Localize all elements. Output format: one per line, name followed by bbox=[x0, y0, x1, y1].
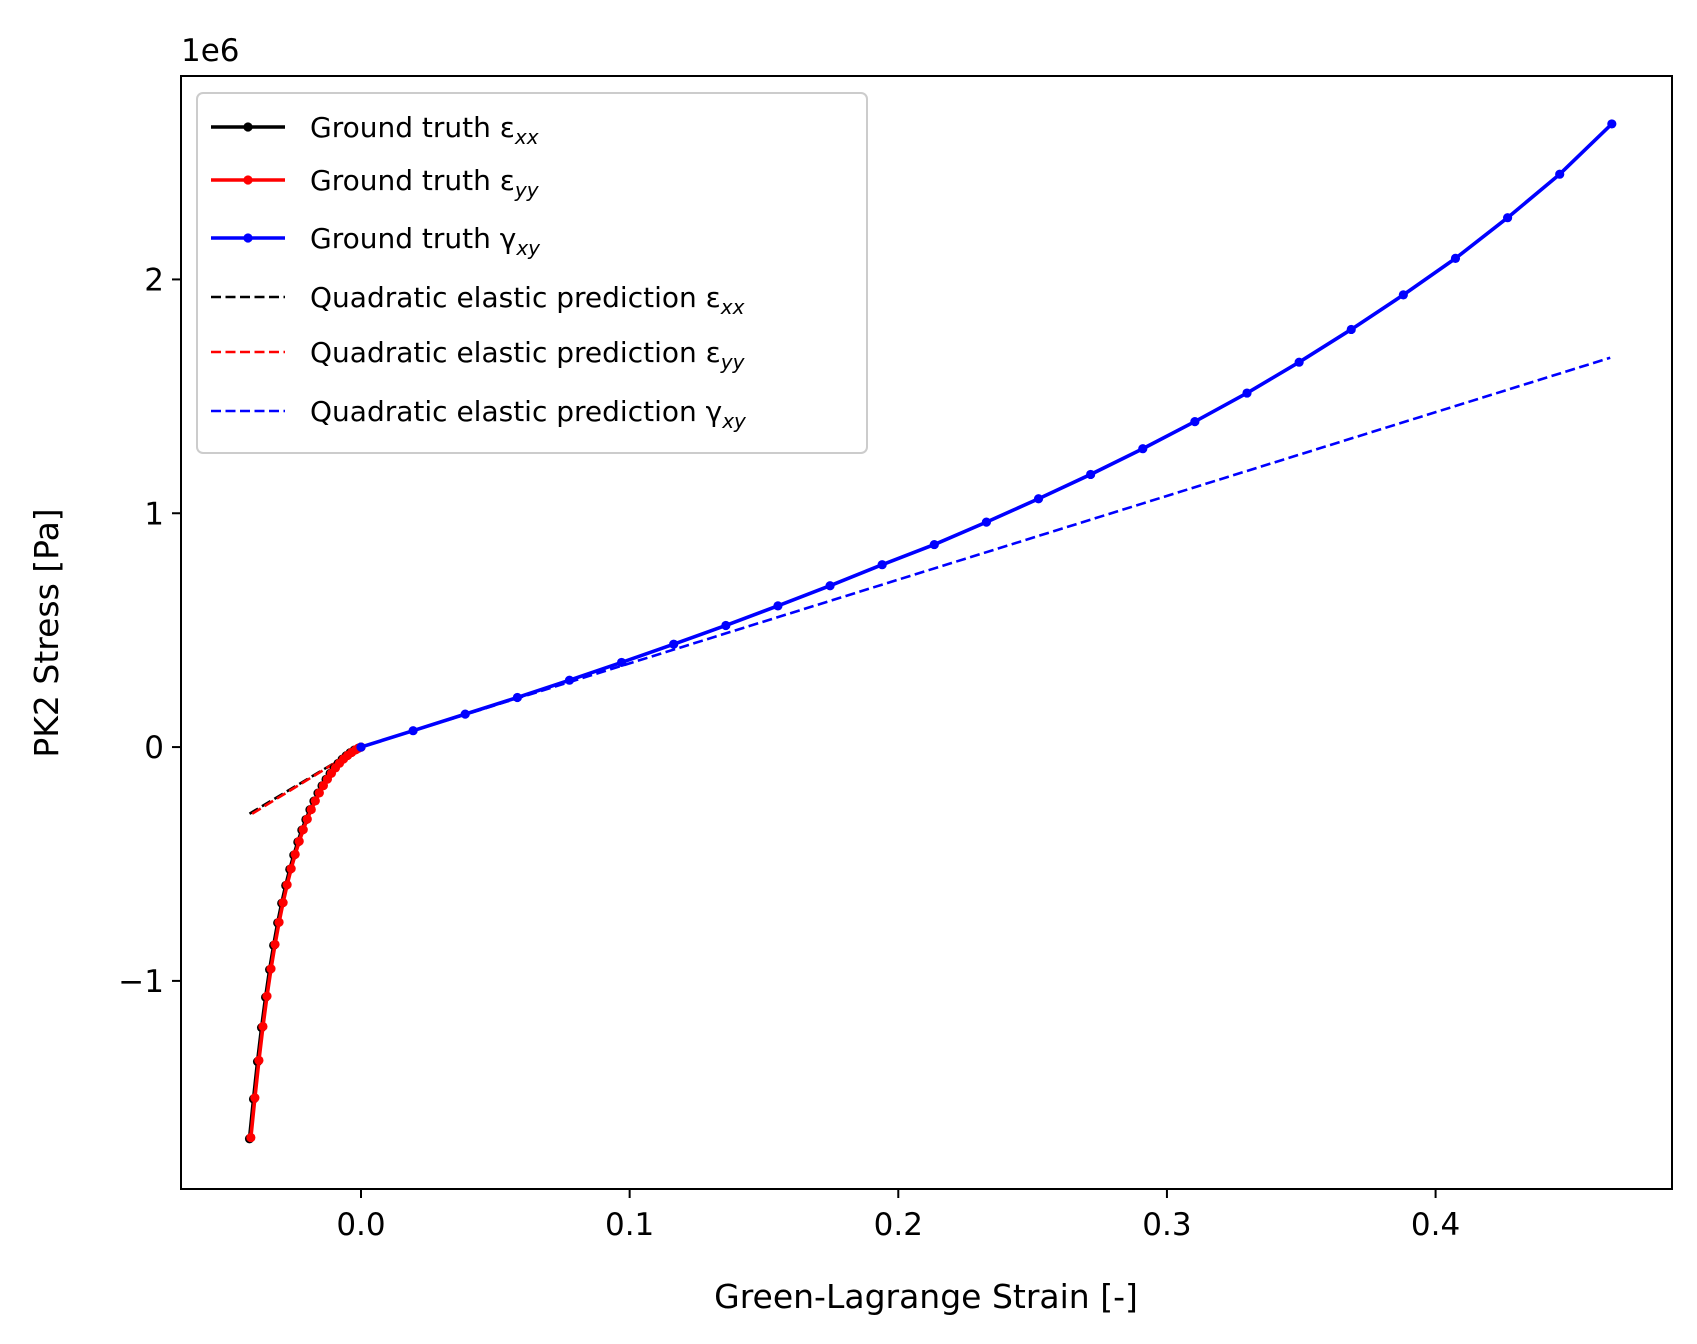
data-point-xy-20 bbox=[1398, 290, 1408, 300]
legend-marker bbox=[243, 175, 253, 185]
data-point-xy-11 bbox=[929, 539, 939, 550]
data-point-yy-5 bbox=[266, 964, 276, 974]
y-axis-label: PK2 Stress [Pa] bbox=[27, 508, 66, 757]
legend-marker bbox=[243, 233, 253, 243]
data-point-xy-23 bbox=[1555, 169, 1565, 179]
plot-frame bbox=[180, 75, 1673, 1190]
x-tick-label: 0.4 bbox=[1411, 1207, 1460, 1243]
data-point-xy-1 bbox=[408, 726, 418, 736]
series-yy-ground-truth bbox=[246, 742, 366, 1143]
y-offset-text: 1e6 bbox=[181, 33, 240, 69]
x-tick-label: 0.2 bbox=[874, 1207, 923, 1243]
data-point-xy-17 bbox=[1242, 388, 1252, 398]
y-tick-label: 2 bbox=[144, 262, 164, 298]
legend-label: Quadratic elastic prediction γxy bbox=[310, 395, 747, 433]
data-point-yy-2 bbox=[254, 1055, 264, 1065]
data-point-xy-21 bbox=[1450, 253, 1461, 263]
legend-label: Quadratic elastic prediction εyy bbox=[310, 336, 746, 374]
legend-entry-yy-ground-truth: Ground truth εyy bbox=[211, 164, 540, 202]
data-point-yy-15 bbox=[306, 804, 316, 815]
x-axis-label: Green-Lagrange Strain [-] bbox=[714, 1277, 1138, 1316]
y-tick-label: −1 bbox=[118, 964, 164, 1000]
x-tick-label: 0.3 bbox=[1142, 1207, 1191, 1243]
data-point-xy-7 bbox=[721, 620, 731, 631]
data-point-yy-1 bbox=[250, 1093, 260, 1103]
data-point-xy-15 bbox=[1138, 444, 1148, 454]
x-tick-label: 0.0 bbox=[336, 1207, 385, 1243]
legend-label: Ground truth γxy bbox=[310, 222, 541, 260]
data-point-xy-16 bbox=[1190, 416, 1200, 427]
data-point-xy-3 bbox=[512, 692, 522, 703]
data-point-xy-6 bbox=[669, 639, 679, 649]
data-point-yy-6 bbox=[270, 939, 280, 950]
y-tick-label: 1 bbox=[144, 496, 164, 532]
legend-entry-xx-ground-truth: Ground truth εxx bbox=[211, 111, 539, 149]
legend-box bbox=[196, 92, 868, 454]
data-point-xy-13 bbox=[1033, 494, 1044, 504]
data-point-yy-9 bbox=[282, 880, 292, 890]
legend-label: Ground truth εyy bbox=[310, 164, 540, 202]
x-tick-label: 0.1 bbox=[605, 1207, 654, 1243]
data-point-xy-2 bbox=[460, 709, 470, 719]
data-point-xy-4 bbox=[564, 675, 575, 685]
data-point-xy-18 bbox=[1294, 357, 1304, 367]
legend-label: Ground truth εxx bbox=[310, 111, 539, 149]
data-point-yy-17 bbox=[314, 788, 324, 798]
data-point-yy-14 bbox=[302, 814, 312, 824]
legend: Ground truth εxx Ground truth εyy Ground t… bbox=[196, 92, 868, 454]
legend-entry-yy-prediction: Quadratic elastic prediction εyy bbox=[211, 336, 746, 374]
y-axis-ticks: −1 0 1 2 bbox=[118, 262, 181, 1000]
data-point-xy-9 bbox=[825, 581, 835, 591]
x-axis-ticks: 0.0 0.1 0.2 0.3 0.4 bbox=[336, 1189, 1460, 1243]
data-point-xy-24 bbox=[1607, 119, 1617, 129]
data-point-yy-8 bbox=[278, 897, 288, 908]
data-point-xy-22 bbox=[1502, 213, 1513, 223]
data-point-xy-8 bbox=[773, 601, 783, 611]
data-point-xy-14 bbox=[1086, 469, 1096, 480]
legend-marker bbox=[243, 122, 253, 132]
series-xy-ground-truth bbox=[356, 119, 1617, 752]
data-point-xy-19 bbox=[1346, 324, 1356, 335]
legend-entry-xy-prediction: Quadratic elastic prediction γxy bbox=[211, 395, 747, 433]
legend-entry-xy-ground-truth: Ground truth γxy bbox=[211, 222, 541, 260]
data-point-yy-7 bbox=[274, 917, 284, 927]
series-layer bbox=[244, 119, 1617, 1144]
legend-label: Quadratic elastic prediction εxx bbox=[310, 281, 745, 319]
data-point-yy-11 bbox=[290, 849, 300, 860]
data-point-yy-0 bbox=[246, 1132, 256, 1143]
data-point-xy-5 bbox=[616, 657, 627, 668]
data-point-xy-12 bbox=[981, 517, 992, 527]
data-point-xy-10 bbox=[877, 560, 887, 570]
data-point-yy-12 bbox=[294, 836, 304, 846]
data-point-yy-10 bbox=[286, 864, 296, 874]
legend-entry-xx-prediction: Quadratic elastic prediction εxx bbox=[211, 281, 745, 319]
data-point-yy-16 bbox=[310, 796, 320, 806]
data-point-yy-3 bbox=[258, 1021, 268, 1032]
data-point-xy-0 bbox=[356, 742, 366, 752]
data-point-yy-4 bbox=[262, 991, 272, 1001]
y-tick-label: 0 bbox=[144, 730, 164, 766]
data-point-yy-13 bbox=[298, 825, 308, 835]
